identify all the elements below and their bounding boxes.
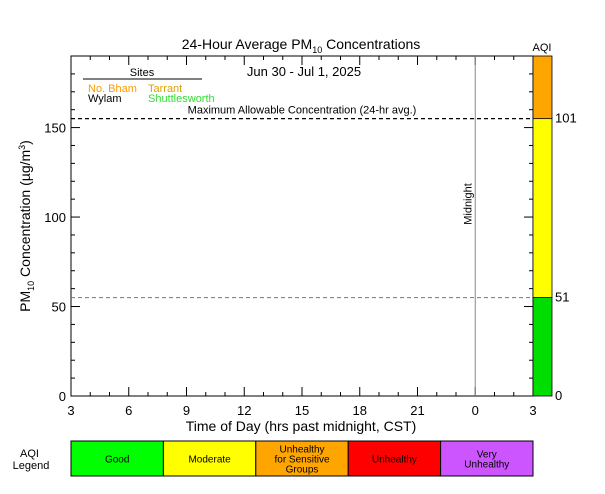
series-legend-entry: No. Bham: [88, 83, 137, 95]
aqi-legend-box: [440, 440, 534, 477]
date-range: Jun 30 - Jul 1, 2025: [247, 64, 361, 79]
x-tick-label: 3: [529, 403, 536, 418]
aqi-legend-label: Unhealthy: [372, 455, 417, 466]
aqi-legend-label: Moderate: [188, 455, 231, 466]
aqi-band: [532, 297, 553, 397]
y-tick-label: 150: [44, 121, 66, 136]
aqi-legend-title: AQI Legend: [13, 448, 50, 472]
aqi-legend-box: [70, 440, 164, 477]
x-tick-label: 15: [295, 403, 309, 418]
series-legend-entry: Tarrant: [148, 83, 182, 95]
aqi-bar-title: AQI: [533, 42, 552, 54]
aqi-legend-label: Unhealthy for Sensitive Groups: [274, 445, 329, 476]
aqi-legend: Good Moderate Unhealthy for Sensitive Groups…: [70, 440, 534, 477]
y-axis-label: PM10 Concentration (µg/m3): [17, 140, 36, 312]
aqi-band: [532, 118, 553, 298]
x-tick-label: 3: [67, 403, 74, 418]
aqi-bar-label: 0: [555, 388, 562, 403]
sites-legend: Sites No. Bham Tarrant Wylam Shuttlesworth: [83, 67, 215, 105]
aqi-band: [532, 55, 553, 120]
sites-legend-title: Sites: [130, 67, 155, 79]
x-tick-label: 18: [353, 403, 367, 418]
series-legend-entry: Wylam: [88, 93, 122, 105]
max-allowable-label: Maximum Allowable Concentration (24-hr a…: [188, 105, 417, 117]
y-tick-label: 100: [44, 210, 66, 225]
aqi-bar-label: 101: [555, 111, 577, 126]
x-tick-label: 6: [125, 403, 132, 418]
aqi-bar-label: 51: [555, 290, 569, 305]
y-tick-label: 50: [52, 300, 66, 315]
aqi-color-bar: 0 51 101: [532, 55, 577, 403]
y-tick-label: 0: [59, 389, 66, 404]
aqi-legend-label: Good: [105, 455, 129, 466]
x-tick-label: 12: [237, 403, 251, 418]
chart-title: 24-Hour Average PM10 Concentrations: [182, 36, 421, 55]
x-tick-label: 9: [183, 403, 190, 418]
aqi-legend-label: Very Unhealthy: [464, 450, 509, 471]
midnight-label: Midnight: [462, 183, 474, 225]
x-tick-label: 0: [472, 403, 479, 418]
aqi-legend-box: [347, 440, 442, 477]
series-legend-entry: Shuttlesworth: [148, 93, 215, 105]
x-tick-label: 21: [410, 403, 424, 418]
aqi-legend-box: [162, 440, 257, 477]
x-axis-label: Time of Day (hrs past midnight, CST): [186, 418, 417, 434]
